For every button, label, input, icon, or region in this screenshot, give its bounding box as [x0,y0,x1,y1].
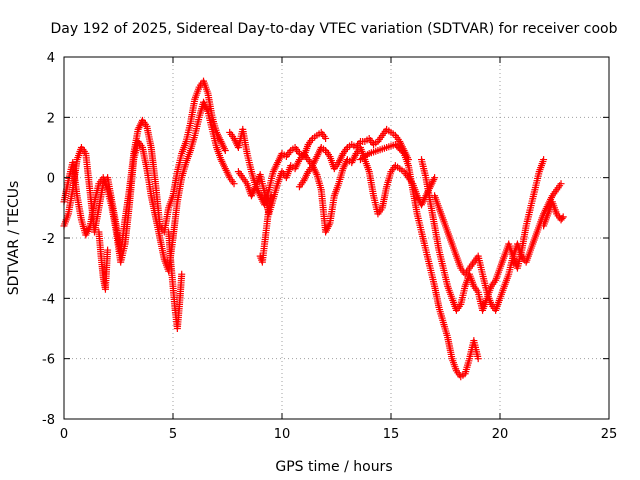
series-12 [540,198,567,230]
x-tick-label: 0 [60,427,68,442]
data-point-marker [557,180,565,188]
axis-ticks: 0 5 10 15 20 25 -8 -6 -4 -2 0 2 4 [42,51,617,442]
series-7 [256,192,275,266]
data-points [60,77,567,381]
data-point-marker [230,180,238,188]
data-point-marker [559,213,567,221]
x-tick-label: 10 [274,427,291,442]
y-tick-label: 4 [47,51,55,66]
data-point-marker [322,134,330,142]
grid-lines [64,57,609,419]
x-tick-label: 20 [492,427,509,442]
series-3 [165,228,186,332]
y-tick-label: -2 [42,232,55,247]
x-tick-label: 15 [383,427,400,442]
data-point-marker [221,147,229,155]
data-point-marker [104,246,112,254]
series-11 [431,180,565,314]
data-point-marker [540,156,548,164]
data-point-marker [399,148,407,156]
y-tick-label: -6 [42,353,55,368]
series-4 [95,228,112,293]
data-point-marker [558,214,566,222]
y-tick-label: -8 [42,413,55,428]
chart-title: Day 192 of 2025, Sidereal Day-to-day VTE… [51,21,618,37]
series-10 [418,156,548,314]
y-axis-label: SDTVAR / TECUs [6,181,22,296]
y-tick-label: 0 [47,172,55,187]
x-tick-label: 25 [601,427,618,442]
data-point-marker [267,192,275,200]
data-point-marker [178,270,186,278]
data-point-marker [431,174,439,182]
x-axis-label: GPS time / hours [275,459,392,475]
y-tick-label: 2 [47,111,55,126]
series-9 [356,140,482,381]
data-point-marker [474,355,482,363]
x-tick-label: 5 [169,427,177,442]
y-tick-label: -4 [42,292,55,307]
